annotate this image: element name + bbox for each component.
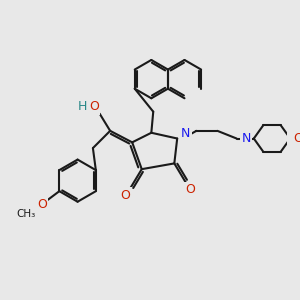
Text: O: O: [293, 132, 300, 145]
Text: O: O: [37, 198, 47, 211]
Text: CH₃: CH₃: [16, 209, 35, 219]
Text: H: H: [78, 100, 87, 113]
Text: N: N: [242, 132, 251, 145]
Text: N: N: [181, 127, 190, 140]
Text: O: O: [186, 183, 196, 196]
Text: O: O: [121, 188, 130, 202]
Text: O: O: [89, 100, 99, 113]
